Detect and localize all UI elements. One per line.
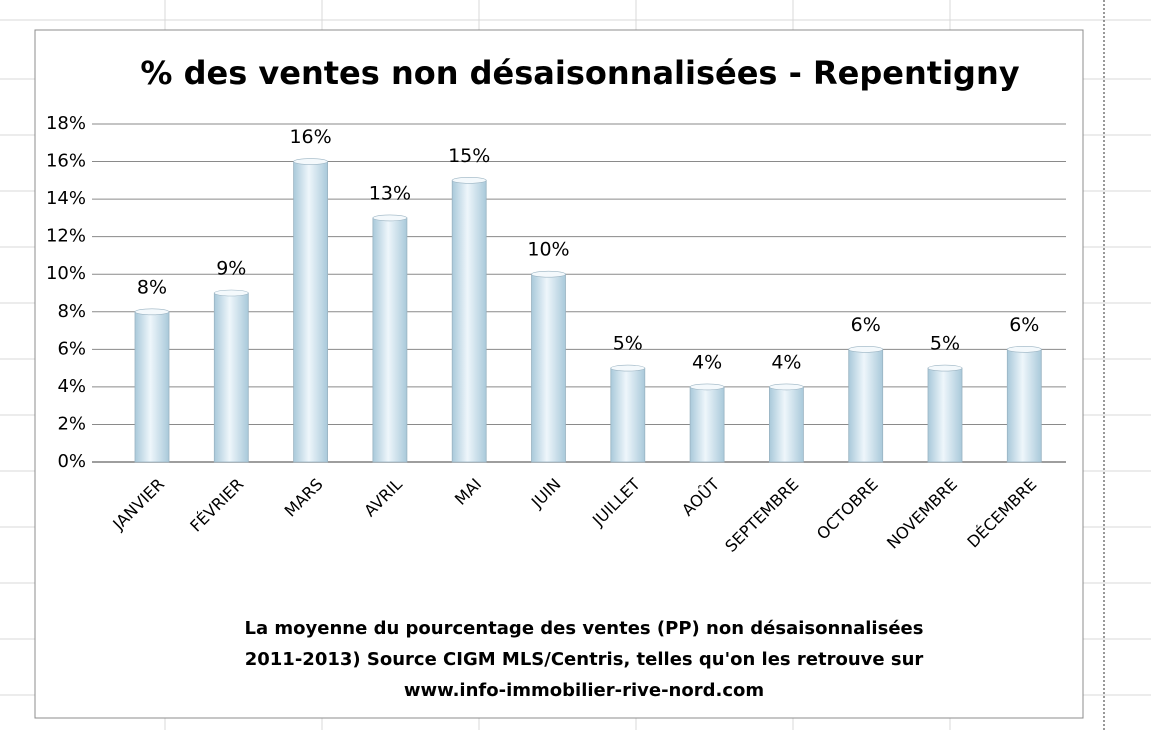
data-label: 5% <box>930 333 960 355</box>
bar-top <box>451 177 487 184</box>
bar <box>610 367 646 463</box>
bar-top <box>214 289 249 297</box>
caption-line: www.info-immobilier-rive-nord.com <box>404 680 764 701</box>
y-tick-label: 16% <box>46 151 86 172</box>
bar-top <box>293 158 328 165</box>
y-tick-label: 8% <box>57 301 86 322</box>
data-label: 15% <box>448 145 490 167</box>
bar <box>927 367 963 463</box>
data-label: 10% <box>527 239 569 261</box>
bar <box>451 179 487 463</box>
bar-top <box>689 383 725 391</box>
bar <box>769 386 804 463</box>
bar <box>531 273 566 463</box>
caption-line: 2011-2013) Source CIGM MLS/Centris, tell… <box>245 649 924 670</box>
y-tick-label: 2% <box>57 413 86 434</box>
y-tick-label: 18% <box>46 113 86 134</box>
bar-top <box>610 364 646 372</box>
y-tick-label: 0% <box>57 451 86 472</box>
data-label: 13% <box>369 182 411 204</box>
bar-top <box>134 308 170 316</box>
bar <box>372 217 408 463</box>
data-label: 16% <box>289 126 331 148</box>
bar-top <box>848 346 884 353</box>
bar-top <box>531 270 566 278</box>
data-label: 4% <box>771 351 801 373</box>
y-tick-label: 6% <box>57 338 86 359</box>
data-label: 6% <box>851 314 881 336</box>
chart-title: % des ventes non désaisonnalisées - Repe… <box>140 54 1019 92</box>
bar <box>1006 348 1042 463</box>
bar <box>689 386 725 463</box>
bar <box>293 161 329 463</box>
y-tick-label: 14% <box>46 188 86 209</box>
y-tick-label: 10% <box>46 263 86 284</box>
bar-top <box>372 214 408 222</box>
caption-line: La moyenne du pourcentage des ventes (PP… <box>245 618 924 639</box>
bar <box>213 292 249 463</box>
y-tick-label: 12% <box>46 226 86 247</box>
data-label: 8% <box>137 276 167 298</box>
bar-top <box>1007 346 1042 353</box>
bar-top <box>927 364 963 372</box>
data-label: 5% <box>613 333 643 355</box>
bar-top <box>769 383 804 391</box>
bar <box>848 348 884 463</box>
data-label: 4% <box>692 351 722 373</box>
y-tick-label: 4% <box>57 376 86 397</box>
data-label: 9% <box>216 258 246 280</box>
data-label: 6% <box>1009 314 1039 336</box>
bar <box>134 311 170 463</box>
